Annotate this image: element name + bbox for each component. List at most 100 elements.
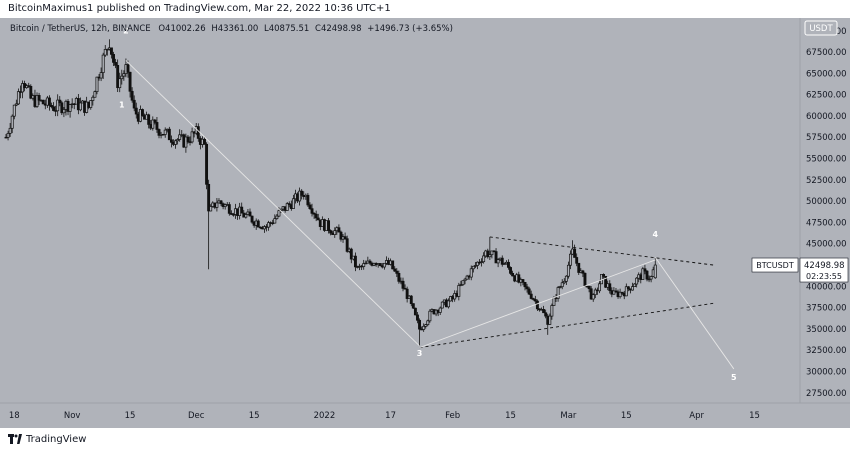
candle-body	[364, 262, 368, 265]
tradingview-logo[interactable]: TradingView	[8, 432, 86, 446]
candle-body	[535, 300, 539, 310]
candle-body	[558, 286, 562, 288]
candle-body	[275, 215, 279, 219]
price-tick-label: 45000.00	[806, 240, 847, 250]
wave-label: 2	[123, 26, 129, 35]
candles-group	[4, 39, 657, 346]
ticker-label: BTCUSDT	[756, 261, 794, 270]
time-tick-label: Mar	[560, 411, 577, 421]
candle-body	[300, 190, 304, 196]
wave-label: 1	[119, 100, 125, 109]
candle-body	[583, 272, 587, 287]
candle-body	[482, 255, 486, 263]
candle-body	[190, 131, 194, 143]
candle-body	[368, 260, 372, 264]
candle-body	[157, 129, 161, 136]
candle-body	[306, 194, 310, 206]
time-tick-label: 15	[505, 411, 516, 421]
candle-body	[147, 114, 151, 125]
candle-body	[68, 104, 72, 112]
candle-body	[521, 279, 525, 283]
time-tick-label: 15	[249, 411, 260, 421]
candle-body	[362, 263, 366, 267]
price-axis[interactable]: 70000.0067500.0065000.0062500.0060000.00…	[806, 27, 847, 399]
time-tick-label: 2022	[314, 411, 336, 421]
candle-body	[643, 268, 647, 272]
candle-body	[327, 220, 331, 231]
price-tick-label: 37500.00	[806, 304, 847, 314]
candle-body	[502, 263, 506, 265]
candle-body	[134, 107, 138, 115]
trendline-triangle-lower	[419, 302, 714, 349]
candle-body	[531, 298, 535, 300]
time-axis[interactable]: 18 Nov 15 Dec 15 2022 17 Feb 15 Mar 15 Apr 15	[9, 411, 760, 421]
candle-body	[403, 288, 407, 290]
candle-body	[416, 314, 419, 321]
candle-body	[196, 126, 200, 139]
price-tick-label: 30000.00	[806, 367, 847, 377]
price-tick-label: 27500.00	[806, 389, 847, 399]
candle-body	[517, 274, 521, 283]
candle-body	[587, 285, 591, 290]
candle-body	[126, 64, 130, 73]
symbol-line: Bitcoin / TetherUS, 12h, BINANCE O41002.…	[10, 24, 453, 34]
candle-body	[612, 290, 616, 295]
candle-body	[597, 283, 601, 292]
candle-body	[459, 284, 463, 286]
candle-body	[641, 268, 645, 280]
candle-body	[463, 278, 467, 282]
candle-body	[178, 134, 182, 140]
candle-body	[256, 220, 260, 228]
candle-body	[391, 260, 395, 270]
candle-body	[411, 303, 415, 309]
candle-body	[509, 267, 512, 274]
open-value: 41002.26	[165, 24, 206, 34]
candle-body	[413, 307, 417, 316]
candle-body	[56, 99, 60, 112]
candle-body	[349, 248, 353, 260]
candle-body	[14, 103, 18, 106]
time-tick-label: 17	[385, 411, 396, 421]
candle-body	[395, 270, 399, 274]
candle-body	[207, 183, 211, 212]
price-tick-label: 50000.00	[806, 197, 847, 207]
candle-body	[314, 213, 318, 219]
candle-body	[153, 119, 157, 123]
candle-body	[602, 274, 606, 277]
candle-body	[426, 320, 430, 325]
candle-body	[120, 75, 124, 80]
published-line: BitcoinMaximus1 published on TradingView…	[0, 0, 850, 18]
candle-body	[50, 105, 53, 108]
time-tick-label: Apr	[689, 411, 704, 421]
candle-body	[511, 272, 515, 277]
candle-body	[542, 309, 546, 314]
candle-body	[624, 286, 628, 297]
candle-body	[244, 214, 248, 218]
price-tick-label: 65000.00	[806, 69, 847, 79]
currency-badge[interactable]	[804, 20, 838, 36]
low-label: L	[264, 24, 269, 34]
candle-body	[343, 236, 347, 240]
candle-body	[461, 280, 465, 285]
candle-body	[486, 250, 490, 258]
candle-body	[263, 226, 266, 230]
candle-body	[128, 71, 132, 92]
candle-body	[562, 280, 566, 284]
trendline-projection	[654, 257, 735, 370]
candle-body	[573, 248, 577, 258]
candle-body	[95, 76, 99, 92]
wave-label: 4	[652, 230, 658, 239]
ticker-tag	[751, 257, 799, 273]
candle-body	[473, 265, 477, 267]
candle-body	[227, 204, 231, 214]
candle-body	[176, 139, 180, 142]
candle-body	[58, 99, 62, 104]
candle-body	[6, 133, 10, 138]
candle-body	[287, 203, 291, 205]
candle-body	[329, 230, 333, 234]
price-tick-label: 62500.00	[806, 91, 847, 101]
price-tick-label: 35000.00	[806, 325, 847, 335]
